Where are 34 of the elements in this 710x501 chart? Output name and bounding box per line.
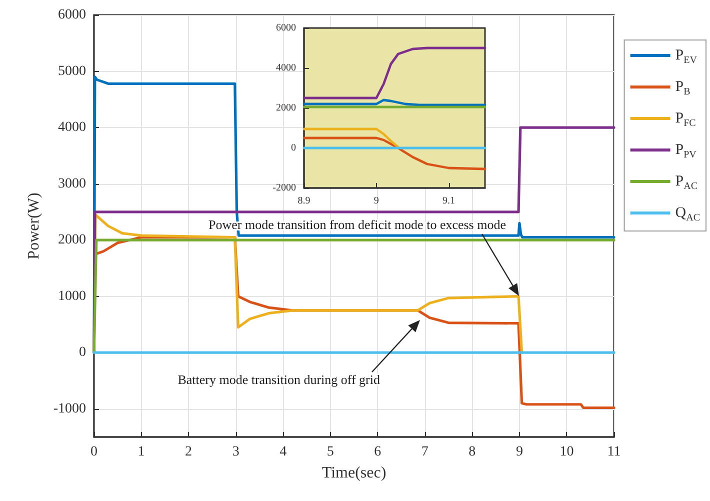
x-tick-label: 3	[232, 444, 240, 460]
y-tick-label: -1000	[53, 401, 86, 416]
x-tick-label: 8.9	[298, 196, 310, 206]
x-tick-label: 10	[560, 444, 574, 460]
x-tick-label: 7	[421, 444, 428, 460]
x-tick-label: 9	[374, 196, 379, 206]
x-tick-label: 8	[468, 444, 476, 460]
x-tick-label: 9	[516, 444, 523, 460]
x-tick-label: 9.1	[442, 196, 456, 206]
y-tick-label: 1000	[58, 288, 86, 304]
y-tick-label: 0	[79, 345, 86, 360]
annotation: Battery mode transition during off grid	[178, 372, 380, 387]
y-tick-label: 4000	[58, 120, 86, 136]
y-tick-label: 0	[291, 142, 296, 154]
y-tick-label: 4000	[276, 62, 296, 74]
y-axis-title: Power(W)	[26, 192, 42, 260]
x-tick-label: 1	[138, 444, 145, 460]
x-tick-label: 5	[326, 444, 334, 460]
x-tick-label: 11	[607, 444, 621, 460]
y-tick-label: 2000	[276, 102, 296, 114]
line-series	[302, 46, 486, 100]
line-series	[302, 136, 486, 170]
x-tick-label: 4	[280, 444, 287, 460]
y-tick-label: 3000	[58, 176, 86, 192]
x-tick-label: 0	[90, 444, 98, 460]
y-tick-label: 2000	[58, 232, 86, 248]
x-tick-label: 6	[374, 444, 382, 460]
y-tick-label: -2000	[272, 182, 296, 194]
line-series	[302, 128, 400, 148]
y-tick-label: 5000	[58, 64, 86, 79]
x-axis-title: Time(sec)	[322, 464, 386, 482]
y-tick-label: 6000	[58, 8, 86, 22]
x-tick-label: 2	[185, 444, 192, 460]
y-tick-label: 6000	[276, 22, 296, 34]
